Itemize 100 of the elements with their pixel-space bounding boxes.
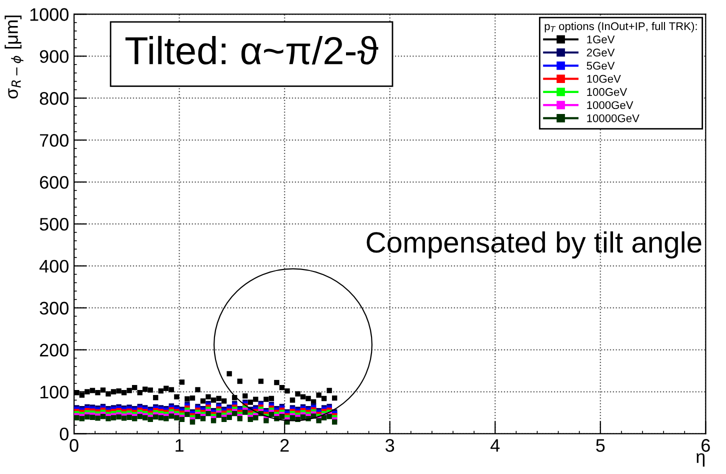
point <box>195 387 200 392</box>
point <box>148 387 153 393</box>
point <box>195 414 200 420</box>
point <box>326 388 332 394</box>
legend-label: 2GeV <box>586 48 615 57</box>
legend-title: p$_{T}$ options (InOut+IP, full TRK): <box>544 22 697 32</box>
x-tick-label: 5 <box>596 439 605 452</box>
point <box>316 392 322 398</box>
point <box>164 386 169 392</box>
point <box>300 414 306 420</box>
x-tick-label: 0 <box>70 439 78 452</box>
point <box>200 416 206 422</box>
point <box>279 414 285 420</box>
y-tick-label: 1000 <box>30 8 68 21</box>
y-tick-label: 200 <box>40 344 68 357</box>
point <box>321 396 327 402</box>
point <box>84 389 90 394</box>
point <box>290 398 296 403</box>
point <box>90 388 96 394</box>
legend-label: 100GeV <box>587 88 628 96</box>
point <box>100 414 106 420</box>
y-tick-label: 100 <box>40 386 68 398</box>
point <box>284 388 290 394</box>
x-tick-label: 2 <box>280 439 289 452</box>
y-tick-label: 300 <box>40 302 68 315</box>
point <box>174 394 180 400</box>
point <box>190 419 196 425</box>
annotation: Tilted: α~π/2-ϑ <box>125 36 378 65</box>
point <box>84 414 90 420</box>
point <box>148 416 153 422</box>
point <box>74 390 80 396</box>
point <box>248 416 253 422</box>
legend-label: 1GeV <box>587 36 615 44</box>
point <box>132 416 138 422</box>
point <box>300 394 306 400</box>
point <box>121 390 127 396</box>
point <box>253 396 258 402</box>
point <box>184 396 190 402</box>
point <box>258 378 264 384</box>
point <box>226 371 232 376</box>
point <box>158 388 164 394</box>
point <box>95 390 100 396</box>
point <box>164 416 169 422</box>
point <box>210 398 216 403</box>
point <box>221 398 227 404</box>
point <box>79 392 85 398</box>
point <box>274 380 280 386</box>
x-tick-label: 6 <box>702 439 710 452</box>
point <box>268 396 274 402</box>
point <box>142 386 148 392</box>
point <box>184 412 190 418</box>
y-tick-label: 600 <box>40 176 68 189</box>
y-tick-label: 500 <box>40 218 68 231</box>
point <box>200 398 206 404</box>
x-tick-label: 4 <box>490 439 500 452</box>
point <box>153 414 158 420</box>
point <box>295 391 300 396</box>
point <box>216 396 222 402</box>
point <box>326 414 332 420</box>
annotation: Compensated by tilt angle <box>366 231 702 259</box>
point <box>116 414 122 420</box>
point <box>248 400 253 405</box>
point <box>306 396 311 402</box>
y-tick-label: 400 <box>39 260 68 273</box>
point <box>179 380 185 385</box>
legend-label: 5GeV <box>586 62 615 70</box>
point <box>126 388 132 394</box>
point <box>332 395 338 401</box>
point <box>268 412 274 418</box>
point <box>110 389 116 394</box>
point <box>137 414 142 420</box>
y-axis-title: σ$_{R−ϕ}$ [μm] <box>4 16 24 99</box>
legend-label: 10GeV <box>587 74 621 83</box>
point <box>237 416 242 422</box>
x-axis-title: η <box>696 453 704 467</box>
point <box>242 393 248 399</box>
point <box>137 390 142 396</box>
y-tick-label: 700 <box>40 134 68 147</box>
point <box>168 387 174 392</box>
point <box>264 396 269 402</box>
point <box>190 395 196 401</box>
point <box>153 395 158 400</box>
y-tick-label: 800 <box>40 92 68 105</box>
point <box>237 378 242 384</box>
point <box>79 416 85 422</box>
point <box>179 416 185 422</box>
x-tick-label: 1 <box>176 439 184 452</box>
y-tick-label: 0 <box>60 428 68 440</box>
point <box>221 416 227 422</box>
point <box>279 384 285 390</box>
point <box>332 419 338 425</box>
legend-label: 1000GeV <box>587 101 634 110</box>
point <box>132 384 138 390</box>
x-tick-label: 3 <box>386 439 394 452</box>
point <box>106 391 111 396</box>
point <box>106 416 111 422</box>
y-tick-label: 900 <box>40 50 68 63</box>
point <box>206 394 211 400</box>
legend-label: 10000GeV <box>587 114 640 122</box>
point <box>100 387 106 393</box>
